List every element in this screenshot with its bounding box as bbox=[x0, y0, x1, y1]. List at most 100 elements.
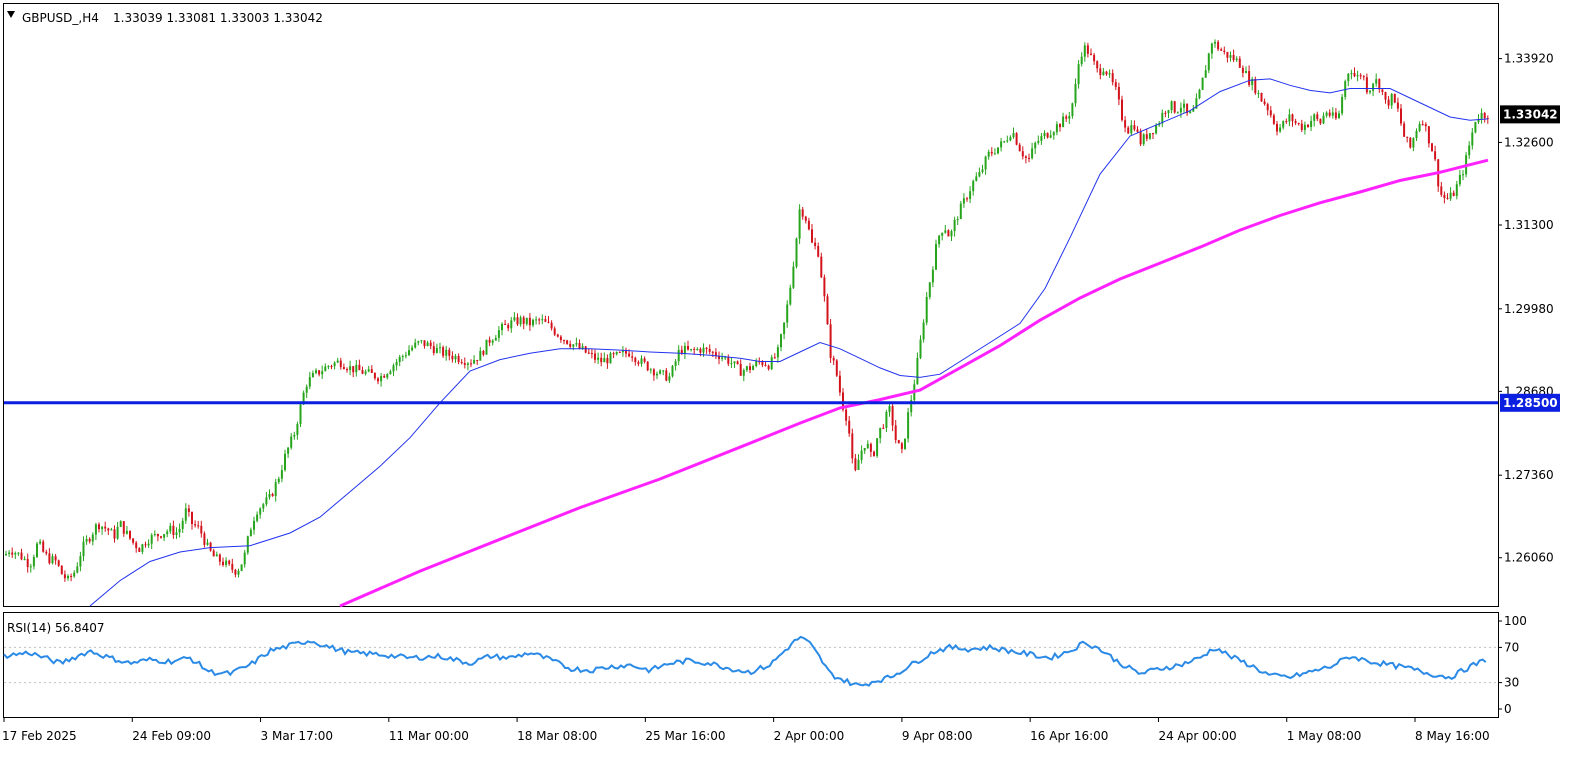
bull-candle bbox=[1480, 113, 1483, 120]
bear-candle bbox=[711, 351, 714, 353]
bull-candle bbox=[1418, 124, 1421, 131]
bull-candle bbox=[972, 180, 975, 192]
bull-candle bbox=[1347, 73, 1350, 82]
bear-candle bbox=[516, 317, 519, 325]
bear-candle bbox=[54, 556, 57, 561]
bull-candle bbox=[237, 570, 240, 575]
time-tick-label: 9 Apr 08:00 bbox=[902, 729, 973, 743]
bull-candle bbox=[253, 520, 255, 530]
fast-moving-average-line bbox=[89, 78, 1489, 607]
bear-candle bbox=[460, 362, 463, 364]
bear-candle bbox=[203, 533, 206, 545]
bear-candle bbox=[429, 342, 432, 347]
bear-candle bbox=[966, 198, 968, 200]
bear-candle bbox=[736, 361, 739, 364]
bull-candle bbox=[721, 357, 724, 359]
bear-candle bbox=[504, 323, 507, 325]
bull-candle bbox=[1183, 103, 1185, 108]
bull-candle bbox=[984, 156, 987, 170]
bear-candle bbox=[1272, 115, 1275, 124]
bear-candle bbox=[1139, 131, 1142, 145]
bull-candle bbox=[147, 543, 150, 546]
bear-candle bbox=[851, 433, 854, 459]
bull-candle bbox=[581, 346, 584, 349]
slow-moving-average-line bbox=[339, 158, 1489, 608]
bear-candle bbox=[172, 525, 175, 536]
bear-candle bbox=[1124, 120, 1127, 128]
bear-candle bbox=[705, 347, 708, 349]
bull-candle bbox=[1077, 64, 1080, 85]
price-pane bbox=[3, 3, 1499, 607]
bear-candle bbox=[714, 352, 717, 356]
bear-candle bbox=[625, 350, 627, 354]
bear-candle bbox=[1121, 99, 1123, 121]
bull-candle bbox=[169, 525, 172, 532]
bull-candle bbox=[94, 524, 97, 535]
bear-candle bbox=[70, 575, 73, 577]
bear-candle bbox=[594, 353, 596, 360]
bear-candle bbox=[1483, 113, 1486, 119]
bull-candle bbox=[166, 531, 169, 535]
bull-candle bbox=[287, 447, 290, 454]
bull-candle bbox=[308, 377, 311, 387]
bear-candle bbox=[1406, 136, 1409, 138]
bear-candle bbox=[845, 409, 848, 421]
bear-candle bbox=[1127, 127, 1130, 134]
bear-candle bbox=[1096, 61, 1099, 69]
bear-candle bbox=[1238, 58, 1241, 68]
bear-candle bbox=[1217, 41, 1220, 50]
bull-candle bbox=[993, 153, 996, 155]
bear-candle bbox=[1440, 186, 1443, 195]
bull-candle bbox=[293, 434, 296, 437]
rsi-tick-label: 0 bbox=[1504, 702, 1512, 716]
bear-candle bbox=[1260, 93, 1263, 102]
bear-candle bbox=[1021, 151, 1024, 157]
bull-candle bbox=[935, 244, 937, 270]
bear-candle bbox=[1099, 68, 1102, 76]
bull-candle bbox=[277, 478, 280, 483]
bull-candle bbox=[885, 411, 888, 428]
bear-candle bbox=[1018, 144, 1021, 152]
bear-candle bbox=[727, 357, 730, 364]
price-tick-label: 1.27360 bbox=[1504, 468, 1554, 482]
time-tick-label: 3 Mar 17:00 bbox=[261, 729, 334, 743]
bear-candle bbox=[1269, 110, 1272, 116]
bear-candle bbox=[1393, 94, 1396, 103]
bull-candle bbox=[51, 556, 54, 564]
bull-candle bbox=[256, 514, 259, 521]
bear-candle bbox=[129, 530, 131, 539]
rsi-pane bbox=[3, 612, 1499, 718]
bull-candle bbox=[1108, 73, 1111, 75]
bear-candle bbox=[869, 443, 872, 452]
bull-candle bbox=[324, 366, 327, 372]
bull-candle bbox=[959, 203, 962, 220]
bear-candle bbox=[590, 353, 593, 355]
bull-candle bbox=[1477, 119, 1480, 122]
bear-candle bbox=[1276, 123, 1278, 132]
bear-candle bbox=[373, 372, 376, 379]
bull-candle bbox=[742, 370, 745, 376]
bull-candle bbox=[1167, 110, 1170, 114]
bear-candle bbox=[1446, 197, 1449, 199]
bear-candle bbox=[507, 324, 510, 329]
candlesticks[interactable] bbox=[5, 39, 1489, 582]
bull-candle bbox=[497, 330, 500, 338]
bear-candle bbox=[144, 544, 147, 546]
bull-candle bbox=[944, 230, 947, 233]
bear-candle bbox=[882, 427, 885, 429]
bull-candle bbox=[776, 347, 779, 358]
price-tick-label: 1.33920 bbox=[1504, 52, 1554, 66]
collapse-triangle-icon[interactable] bbox=[7, 11, 15, 18]
symbol-label: GBPUSD_,H4 bbox=[22, 11, 99, 25]
bear-candle bbox=[370, 369, 373, 373]
bull-candle bbox=[919, 339, 922, 358]
bull-candle bbox=[730, 363, 733, 365]
bull-candle bbox=[380, 376, 383, 382]
bull-candle bbox=[392, 365, 395, 372]
bull-candle bbox=[91, 534, 94, 542]
bear-candle bbox=[1434, 151, 1437, 160]
bear-candle bbox=[1164, 112, 1167, 114]
bull-candle bbox=[215, 554, 218, 557]
bull-candle bbox=[398, 356, 401, 362]
